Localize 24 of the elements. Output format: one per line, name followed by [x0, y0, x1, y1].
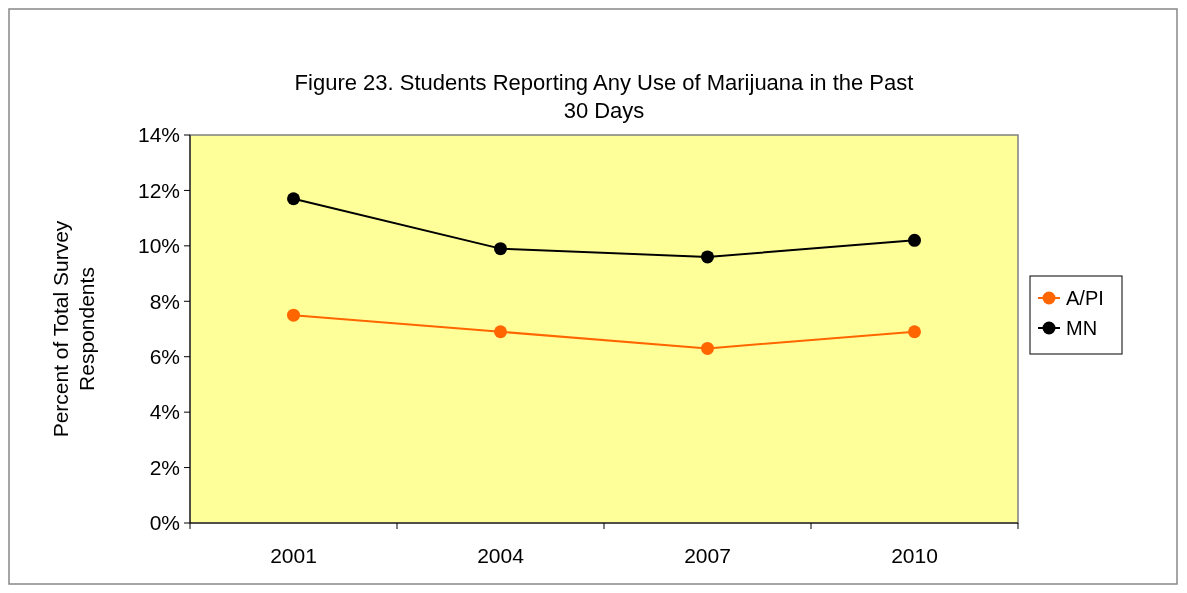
legend-label: A/PI: [1066, 287, 1104, 309]
y-tick-label: 4%: [149, 400, 180, 424]
y-tick-label: 10%: [137, 234, 180, 258]
x-tick-label: 2001: [270, 544, 317, 567]
x-tick-label: 2010: [891, 544, 938, 567]
y-axis-title: Percent of Total Survey Respondents: [49, 220, 98, 438]
y-tick-label: 2%: [149, 455, 180, 479]
point: [494, 242, 507, 256]
y-tick-label: 0%: [149, 511, 180, 535]
point: [494, 325, 507, 339]
chart-title: Figure 23. Students Reporting Any Use of Marijuana in the Past 30 Days: [294, 70, 914, 123]
y-tick-label: 14%: [137, 123, 180, 147]
point: [908, 233, 921, 247]
point: [287, 308, 300, 322]
y-tick-label: 6%: [149, 345, 180, 369]
point: [701, 250, 714, 264]
y-tick-label: 8%: [149, 289, 180, 313]
point: [701, 341, 714, 355]
x-tick-label: 2007: [684, 544, 731, 567]
point: [287, 192, 300, 206]
point: [908, 325, 921, 339]
legend-label: MN: [1066, 317, 1098, 339]
y-tick-label: 12%: [137, 178, 180, 202]
x-tick-label: 2004: [477, 544, 525, 567]
